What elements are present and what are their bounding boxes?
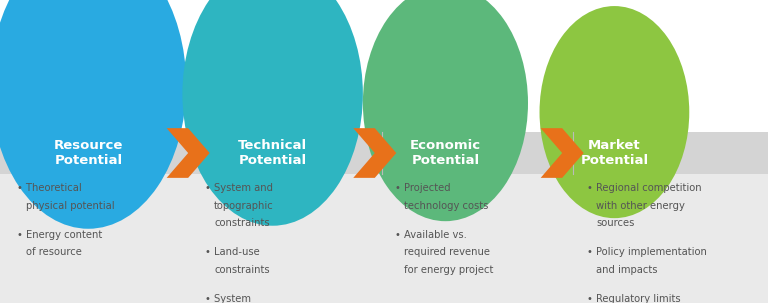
- Ellipse shape: [362, 0, 528, 221]
- FancyBboxPatch shape: [0, 132, 768, 174]
- Polygon shape: [541, 128, 584, 178]
- Text: • Theoretical: • Theoretical: [17, 183, 81, 193]
- Ellipse shape: [182, 0, 362, 226]
- Polygon shape: [353, 128, 396, 178]
- Text: constraints: constraints: [214, 218, 270, 228]
- Text: • System: • System: [205, 294, 251, 303]
- Text: of resource: of resource: [26, 247, 82, 257]
- Text: • Regulatory limits: • Regulatory limits: [587, 294, 680, 303]
- Text: sources: sources: [596, 218, 634, 228]
- Text: topographic: topographic: [214, 201, 274, 211]
- Text: • System and: • System and: [205, 183, 273, 193]
- Text: and impacts: and impacts: [596, 265, 657, 275]
- Text: • Projected: • Projected: [395, 183, 450, 193]
- Text: technology costs: technology costs: [404, 201, 488, 211]
- Text: Economic
Potential: Economic Potential: [410, 139, 481, 167]
- Text: for energy project: for energy project: [404, 265, 493, 275]
- Text: required revenue: required revenue: [404, 247, 490, 257]
- Polygon shape: [167, 128, 210, 178]
- FancyBboxPatch shape: [0, 174, 768, 303]
- Ellipse shape: [0, 0, 186, 229]
- Text: • Regional competition: • Regional competition: [587, 183, 701, 193]
- Text: Resource
Potential: Resource Potential: [54, 139, 123, 167]
- Text: Market
Potential: Market Potential: [581, 139, 648, 167]
- Ellipse shape: [539, 6, 690, 218]
- Text: physical potential: physical potential: [26, 201, 114, 211]
- Text: • Land-use: • Land-use: [205, 247, 260, 257]
- Text: Technical
Potential: Technical Potential: [238, 139, 307, 167]
- Text: • Available vs.: • Available vs.: [395, 230, 467, 240]
- Text: • Policy implementation: • Policy implementation: [587, 247, 707, 257]
- Text: • Energy content: • Energy content: [17, 230, 102, 240]
- Text: with other energy: with other energy: [596, 201, 685, 211]
- Text: constraints: constraints: [214, 265, 270, 275]
